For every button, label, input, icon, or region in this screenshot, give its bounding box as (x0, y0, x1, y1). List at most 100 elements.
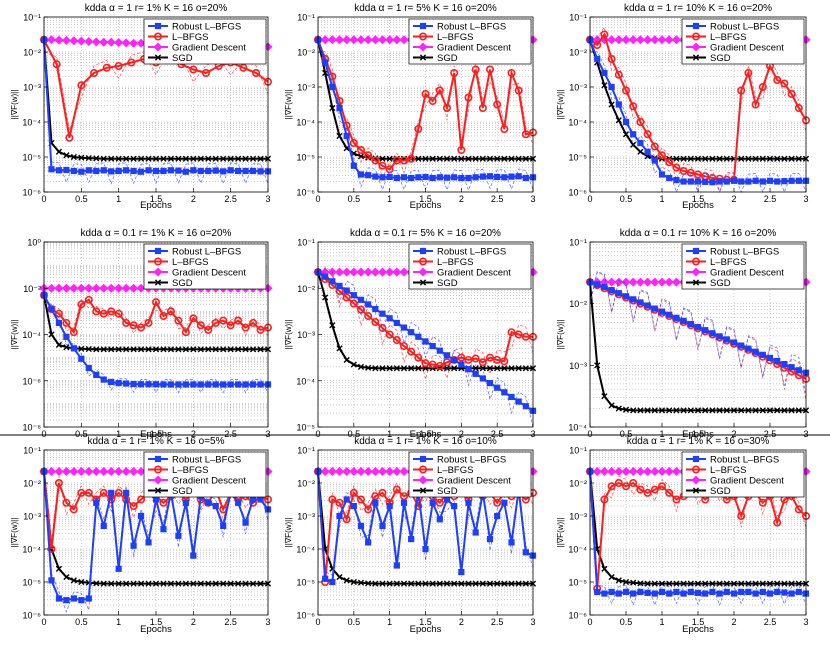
legend-marker-sgd (692, 279, 700, 286)
data-point (85, 345, 92, 353)
data-point (687, 588, 694, 595)
data-point (665, 158, 674, 167)
data-point (363, 466, 373, 476)
data-point (356, 305, 365, 314)
data-point (62, 318, 71, 327)
legend-marker-robust-lbfgs (419, 455, 427, 463)
series-robust-lbfgs (314, 468, 537, 586)
data-point (182, 168, 189, 175)
data-point (435, 498, 444, 507)
data-point (349, 139, 358, 148)
data-point (349, 466, 359, 476)
data-point (205, 499, 212, 506)
data-point (501, 499, 508, 506)
data-point (363, 35, 373, 45)
legend-marker-robust-lbfgs (692, 247, 700, 255)
y-tick-label: 10⁻³ (23, 83, 41, 93)
series-envelope-robust-lbfgs (589, 482, 807, 607)
data-point (107, 307, 116, 316)
data-point (515, 155, 522, 162)
data-point (85, 167, 92, 174)
data-point (371, 156, 380, 165)
data-point (457, 146, 466, 155)
data-point (130, 346, 137, 353)
data-point (386, 365, 393, 372)
data-point (522, 365, 529, 372)
data-point (694, 589, 702, 596)
data-point (122, 318, 131, 327)
data-point (385, 35, 395, 45)
data-point (643, 488, 652, 497)
data-point (54, 478, 63, 487)
data-point (256, 325, 265, 334)
data-point (241, 323, 250, 332)
data-point (500, 125, 509, 134)
x-tick-label: 2 (731, 429, 736, 439)
data-point (651, 157, 658, 164)
data-point (152, 298, 161, 307)
data-point (601, 82, 608, 89)
data-point (392, 267, 402, 277)
x-tick-label: 0.5 (620, 617, 633, 627)
data-point (644, 302, 651, 309)
data-point (166, 307, 175, 316)
y-tick-label: 10⁻⁴ (568, 423, 587, 433)
data-point (370, 267, 380, 277)
data-point (92, 307, 101, 316)
data-point (752, 155, 759, 162)
data-point (738, 588, 745, 595)
series-sgd (586, 36, 810, 162)
data-point (357, 522, 365, 529)
data-point (342, 293, 351, 302)
data-point (115, 167, 122, 175)
data-point (257, 580, 264, 587)
y-tick-label: 10⁻³ (297, 512, 315, 522)
legend-label-gradient-descent: Gradient Descent (172, 476, 246, 487)
panel-title: kdda α = 0.1 r= 10% K = 16 o=20% (620, 228, 777, 239)
legend-marker-robust-lbfgs (419, 22, 427, 30)
data-point (794, 104, 803, 113)
data-point (204, 498, 213, 507)
data-point (422, 580, 429, 587)
y-tick-label: 10⁻¹ (569, 13, 587, 23)
data-point (408, 329, 415, 336)
data-point (242, 519, 249, 526)
data-point (615, 117, 622, 124)
y-tick-label: 10⁻⁶ (23, 188, 42, 198)
data-point (167, 167, 175, 174)
panel-title: kdda α = 1 r= 1% K = 16 o=30% (627, 436, 770, 447)
x-tick-label: 2 (191, 194, 196, 204)
legend-marker-gradient-descent (691, 267, 701, 277)
legend-marker-sgd (419, 54, 427, 61)
data-point (129, 283, 139, 293)
data-point (745, 580, 752, 587)
data-point (327, 466, 337, 476)
y-tick-label: 10⁻² (569, 479, 587, 489)
data-point (400, 174, 408, 181)
x-axis-label: Epochs (140, 624, 172, 635)
data-point (614, 35, 624, 45)
data-point (227, 381, 234, 388)
x-tick-label: 1 (659, 617, 664, 627)
data-point (766, 407, 774, 414)
panel-title: kdda α = 0.1 r= 5% K = 16 o=20% (350, 228, 501, 239)
data-point (679, 167, 688, 176)
data-point (514, 330, 523, 339)
data-point (479, 375, 486, 382)
x-tick-label: 1.5 (150, 617, 163, 627)
data-point (175, 381, 182, 388)
data-point (205, 580, 212, 587)
data-point (515, 365, 522, 372)
data-point (451, 155, 458, 162)
data-point (108, 346, 115, 353)
data-point (443, 174, 451, 181)
legend-label-robust-lbfgs: Robust L–BFGS (437, 247, 506, 258)
data-point (788, 155, 795, 162)
data-point (329, 83, 336, 91)
data-point (428, 97, 437, 106)
data-point (415, 365, 422, 372)
y-tick-label: 10⁰ (27, 238, 41, 248)
